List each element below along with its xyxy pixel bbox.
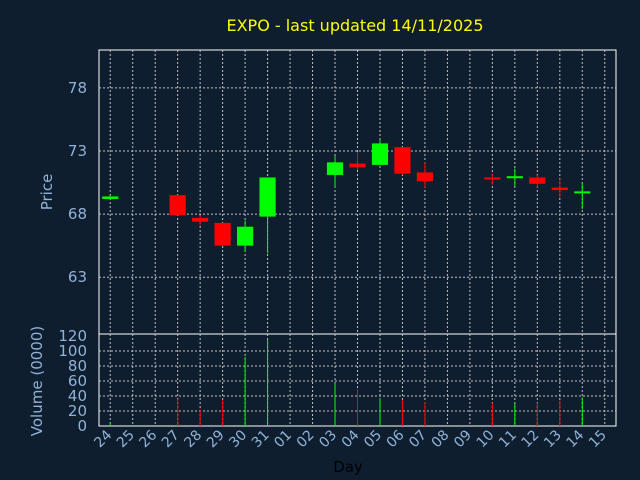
candle-body: [394, 147, 411, 174]
volume-tick-label: 80: [68, 357, 87, 375]
candle-body: [551, 187, 568, 191]
x-tick-label: 09: [451, 427, 475, 451]
volume-tick-label: 120: [58, 327, 87, 345]
x-tick-label: 05: [361, 427, 385, 451]
x-tick-label: 30: [226, 427, 250, 451]
x-tick-label: 31: [249, 427, 273, 451]
candle-body: [349, 163, 366, 168]
x-tick-label: 08: [429, 427, 453, 451]
x-tick-label: 25: [114, 427, 138, 451]
x-tick-label: 06: [384, 427, 408, 451]
candle-body: [326, 162, 344, 175]
volume-tick-label: 20: [68, 402, 87, 420]
price-y-ticks: 63 68 73 78: [68, 79, 87, 286]
x-tick-label: 07: [406, 427, 430, 451]
x-tick-label: 02: [294, 427, 318, 451]
candle-body: [259, 177, 276, 217]
candle-body: [574, 191, 591, 194]
candle-body: [484, 177, 501, 180]
price-tick-label: 78: [68, 79, 87, 97]
candle-body: [169, 195, 186, 216]
volume-tick-label: 60: [68, 372, 87, 390]
price-grid: [99, 50, 616, 334]
x-tick-label: 03: [316, 427, 340, 451]
x-tick-label: 26: [136, 427, 160, 451]
x-ticks: 2425262728293031010203040506070809101112…: [91, 427, 609, 451]
candle-body: [416, 172, 434, 182]
x-axis-label: Day: [333, 458, 363, 476]
candle-body: [102, 196, 119, 199]
volume-tick-label: 0: [77, 417, 87, 435]
x-tick-label: 29: [204, 427, 228, 451]
candle-body: [192, 217, 209, 222]
x-tick-label: 14: [563, 427, 587, 451]
price-axis-label: Price: [38, 174, 56, 211]
price-panel: 63 68 73 78: [68, 49, 617, 335]
price-tick-label: 73: [68, 142, 87, 160]
x-tick-label: 15: [586, 427, 610, 451]
x-tick-label: 01: [271, 427, 295, 451]
price-tick-label: 68: [68, 205, 87, 223]
x-tick-label: 12: [519, 427, 543, 451]
chart-title: EXPO - last updated 14/11/2025: [226, 16, 483, 35]
x-tick-label: 24: [91, 427, 115, 451]
candles: [102, 139, 591, 254]
volume-axis-label: Volume (0000): [28, 326, 46, 436]
x-tick-label: 13: [541, 427, 565, 451]
volume-tick-label: 40: [68, 387, 87, 405]
candle-body: [506, 176, 523, 179]
price-tick-label: 63: [68, 268, 87, 286]
x-tick-label: 11: [496, 427, 520, 451]
volume-tick-label: 100: [58, 342, 87, 360]
candle-body: [529, 177, 546, 184]
candle-body: [371, 143, 389, 165]
x-tick-label: 28: [181, 427, 205, 451]
candle-body: [214, 222, 231, 246]
x-tick-label: 04: [339, 427, 363, 451]
x-tick-label: 27: [159, 427, 183, 451]
volume-bars: [109, 339, 583, 426]
candle-body: [237, 226, 254, 246]
x-tick-label: 10: [474, 427, 498, 451]
